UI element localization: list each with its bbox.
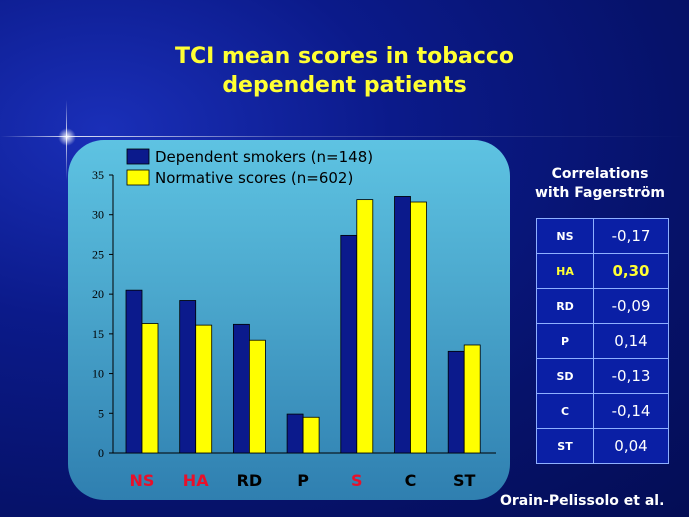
x-tick-label: HA bbox=[183, 471, 209, 490]
table-row: HA 0,30 bbox=[536, 253, 669, 289]
bar bbox=[125, 289, 143, 454]
bar bbox=[410, 201, 427, 454]
x-tick-label: NS bbox=[130, 471, 155, 490]
x-tick-label: S bbox=[351, 471, 363, 490]
correlation-key: NS bbox=[536, 218, 594, 254]
y-tick-label: 0 bbox=[98, 446, 104, 460]
correlation-value: -0,13 bbox=[593, 358, 669, 394]
table-row: C -0,14 bbox=[536, 393, 669, 429]
correlation-key: C bbox=[536, 393, 594, 429]
x-tick-label: C bbox=[405, 471, 417, 490]
bar bbox=[195, 324, 213, 454]
bar bbox=[447, 350, 465, 454]
bar bbox=[340, 234, 358, 454]
correlation-value: -0,17 bbox=[593, 218, 669, 254]
bar bbox=[179, 300, 197, 454]
table-row: NS -0,17 bbox=[536, 218, 669, 254]
bar bbox=[232, 323, 250, 454]
y-tick-label: 30 bbox=[92, 208, 104, 222]
x-tick-label: P bbox=[297, 471, 309, 490]
table-row: SD -0,13 bbox=[536, 358, 669, 394]
correlation-value: 0,30 bbox=[593, 253, 669, 289]
correlation-value: 0,04 bbox=[593, 428, 669, 464]
y-tick-label: 25 bbox=[92, 247, 104, 261]
correlation-key: SD bbox=[536, 358, 594, 394]
bar bbox=[394, 196, 411, 454]
slide-title-line-2: dependent patients bbox=[222, 73, 467, 98]
legend-entry: Dependent smokers (n=148) bbox=[155, 148, 373, 166]
x-tick-label: ST bbox=[453, 471, 476, 490]
bar bbox=[463, 344, 481, 454]
legend-swatch bbox=[126, 169, 150, 186]
correlations-title-line-1: Correlations bbox=[551, 166, 649, 182]
correlation-value: -0,09 bbox=[593, 288, 669, 324]
bar bbox=[141, 323, 159, 454]
correlations-title: Correlations with Fagerström bbox=[520, 165, 680, 203]
slide-title-line-1: TCI mean scores in tobacco bbox=[174, 44, 515, 69]
y-tick-label: 10 bbox=[92, 367, 104, 381]
correlation-key: HA bbox=[536, 253, 594, 289]
correlation-key: P bbox=[536, 323, 594, 359]
y-tick-label: 5 bbox=[98, 406, 104, 420]
table-row: P 0,14 bbox=[536, 323, 669, 359]
bar bbox=[356, 199, 374, 454]
legend-swatch bbox=[126, 148, 150, 165]
slide-title: TCI mean scores in tobacco dependent pat… bbox=[0, 42, 689, 100]
legend-entry: Normative scores (n=602) bbox=[155, 169, 353, 187]
y-tick-label: 20 bbox=[92, 287, 104, 301]
x-tick-label: RD bbox=[237, 471, 263, 490]
correlation-key: RD bbox=[536, 288, 594, 324]
lens-flare-horizontal bbox=[0, 136, 689, 137]
lens-flare-star bbox=[58, 128, 76, 146]
bar bbox=[302, 416, 320, 454]
author-credit: Orain-Pelissolo et al. bbox=[500, 493, 665, 509]
correlation-key: ST bbox=[536, 428, 594, 464]
correlation-value: -0,14 bbox=[593, 393, 669, 429]
correlation-value: 0,14 bbox=[593, 323, 669, 359]
bar bbox=[286, 413, 304, 454]
table-row: RD -0,09 bbox=[536, 288, 669, 324]
table-row: ST 0,04 bbox=[536, 428, 669, 464]
y-tick-label: 15 bbox=[92, 327, 104, 341]
correlations-table: NS -0,17 HA 0,30 RD -0,09 P 0,14 SD -0,1… bbox=[536, 218, 669, 464]
y-tick-label: 35 bbox=[92, 168, 104, 182]
correlations-title-line-2: with Fagerström bbox=[534, 185, 665, 201]
bar bbox=[248, 339, 266, 454]
